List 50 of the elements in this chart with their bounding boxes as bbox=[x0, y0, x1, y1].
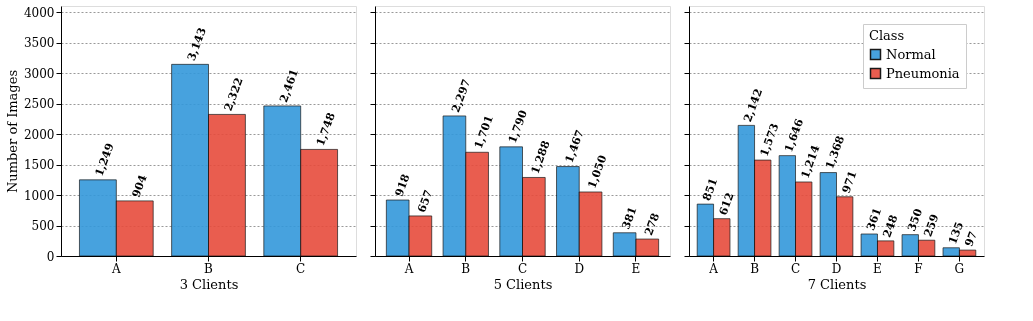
x-tick-label: A bbox=[708, 261, 719, 276]
x-axis-title: 5 Clients bbox=[493, 276, 553, 292]
y-tick-label: 1000 bbox=[23, 188, 55, 203]
data-label: 1,249 bbox=[92, 141, 117, 179]
data-label: 1,288 bbox=[528, 138, 553, 176]
x-tick-label: C bbox=[790, 261, 801, 276]
y-tick-label: 500 bbox=[31, 219, 55, 234]
data-label: 971 bbox=[839, 169, 860, 196]
x-tick-label: D bbox=[574, 261, 585, 276]
data-label: 657 bbox=[415, 188, 436, 215]
x-tick-label: F bbox=[914, 261, 923, 276]
x-tick-label: C bbox=[517, 261, 528, 276]
legend-title: Class bbox=[869, 28, 905, 43]
data-label: 1,467 bbox=[562, 128, 587, 165]
y-tick-label: 4000 bbox=[23, 5, 55, 20]
data-label: 918 bbox=[392, 171, 413, 199]
x-tick-label: B bbox=[461, 261, 471, 276]
data-label: 1,368 bbox=[823, 133, 848, 171]
legend-label: Pneumonia bbox=[886, 65, 960, 81]
x-tick-label: D bbox=[831, 261, 842, 276]
data-label: 248 bbox=[880, 212, 901, 240]
data-label: 1,573 bbox=[757, 121, 782, 159]
x-tick-label: E bbox=[631, 261, 641, 276]
data-label: 1,050 bbox=[585, 153, 610, 191]
data-label: 1,748 bbox=[313, 110, 339, 148]
x-tick-label: E bbox=[873, 261, 882, 276]
data-label: 278 bbox=[642, 210, 663, 238]
x-tick-label: B bbox=[204, 261, 214, 276]
x-tick-label: A bbox=[403, 261, 414, 276]
data-label: 97 bbox=[962, 229, 980, 249]
x-tick-label: C bbox=[296, 261, 306, 276]
x-tick-label: A bbox=[110, 261, 121, 276]
y-tick-label: 2500 bbox=[23, 97, 55, 112]
x-axis-title: 3 Clients bbox=[179, 276, 239, 292]
y-tick-label: 3000 bbox=[23, 66, 55, 81]
data-label: 1,790 bbox=[505, 108, 531, 146]
data-label: 259 bbox=[921, 212, 942, 239]
y-tick-label: 3500 bbox=[23, 36, 55, 51]
y-tick-label: 1500 bbox=[23, 158, 55, 173]
legend-label: Normal bbox=[886, 46, 936, 62]
x-axis-title: 7 Clients bbox=[807, 276, 867, 292]
x-tick-label: B bbox=[750, 261, 760, 276]
data-label: 1,646 bbox=[782, 116, 807, 154]
data-label: 2,297 bbox=[449, 77, 474, 115]
data-label: 381 bbox=[619, 205, 640, 232]
x-tick-label: G bbox=[954, 261, 965, 276]
y-axis-title: Number of Images bbox=[4, 69, 20, 194]
y-tick-label: 0 bbox=[46, 249, 55, 264]
data-label: 904 bbox=[129, 172, 150, 200]
y-tick-label: 2000 bbox=[23, 127, 55, 142]
